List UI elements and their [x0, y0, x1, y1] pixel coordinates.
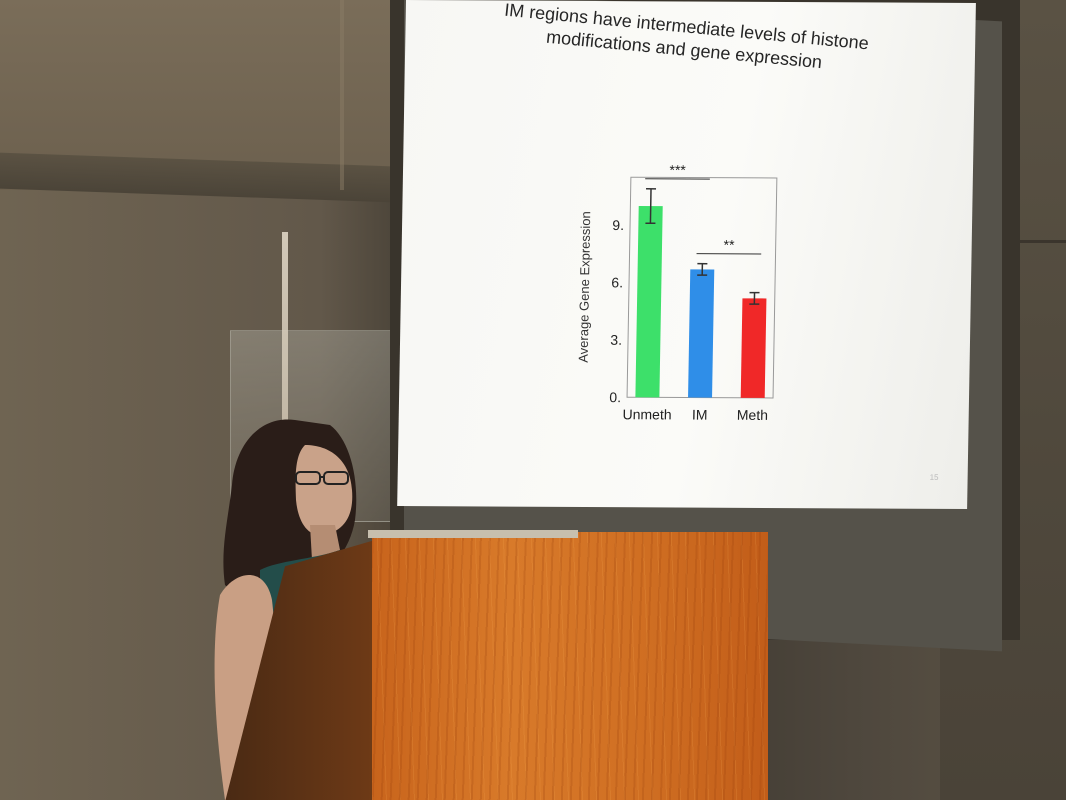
y-tick-label: 9.	[612, 217, 624, 233]
y-tick-label: 6.	[611, 274, 623, 290]
bar-chart: Average Gene Expression 0. 3. 6. 9. Unmeth IM M…	[574, 161, 799, 432]
slide-number: 15	[929, 472, 939, 482]
projected-slide: IM regions have intermediate levels of h…	[397, 0, 976, 510]
slide-title: IM regions have intermediate levels of h…	[503, 0, 870, 73]
podium-top-edge	[368, 530, 578, 538]
presenter-face	[295, 445, 353, 536]
y-tick-label: 3.	[610, 332, 622, 348]
x-tick-label: Unmeth	[622, 406, 671, 422]
presenter-neck	[310, 525, 340, 560]
y-axis-label: Average Gene Expression	[576, 211, 594, 363]
light-reflection	[282, 232, 288, 422]
bar-unmeth	[635, 205, 663, 398]
bar-meth	[740, 298, 767, 398]
x-tick-label: IM	[692, 407, 708, 423]
y-tick-label: 0.	[609, 389, 621, 405]
significance-label: **	[723, 237, 735, 253]
wall-seam	[340, 0, 344, 190]
chart-svg: Average Gene Expression 0. 3. 6. 9. Unmeth IM M…	[576, 162, 778, 423]
significance-label: ***	[669, 162, 686, 178]
error-bar	[649, 188, 652, 224]
bar-im	[688, 269, 715, 398]
x-tick-label: Meth	[737, 407, 768, 423]
podium	[372, 532, 768, 800]
